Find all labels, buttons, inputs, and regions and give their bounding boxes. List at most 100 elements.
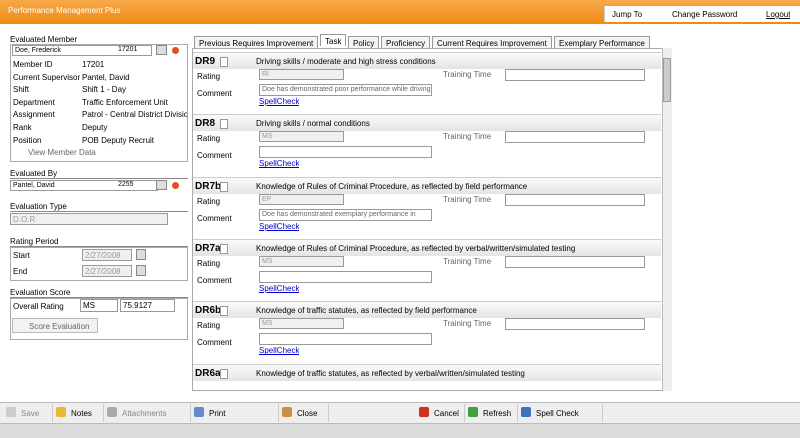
- end-label: End: [13, 267, 28, 276]
- rating-label: Rating: [197, 258, 221, 268]
- toolbar-button[interactable]: Print: [191, 404, 279, 422]
- item-code: DR6b: [195, 305, 222, 317]
- member-name: Doe, Frederick: [12, 45, 152, 56]
- training-time-input[interactable]: [505, 318, 645, 331]
- tab[interactable]: Current Requires Improvement: [432, 36, 552, 48]
- spellcheck-link[interactable]: SpellCheck: [259, 283, 300, 293]
- item-icon: [220, 368, 228, 379]
- overall-score[interactable]: 75.9127: [120, 299, 175, 312]
- comment-input[interactable]: Doe has demonstrated exemplary performan…: [259, 208, 432, 221]
- section-heading: Evaluated By: [10, 169, 188, 179]
- toolbar-icon: [194, 407, 204, 417]
- toolbar-icon: [468, 407, 478, 417]
- item-header: [193, 176, 661, 194]
- rating-select[interactable]: RI: [259, 69, 344, 80]
- field-value: Patrol - Central District Division: [82, 110, 187, 120]
- lookup-icon[interactable]: [156, 180, 167, 190]
- calendar-icon[interactable]: [136, 265, 146, 276]
- tab[interactable]: Task: [320, 34, 347, 46]
- training-time-label: Training Time: [443, 194, 492, 204]
- training-time-input[interactable]: [505, 193, 645, 206]
- training-time-input[interactable]: [505, 69, 645, 81]
- end-date[interactable]: 2/27/2008: [82, 265, 132, 277]
- item-icon: [220, 306, 228, 317]
- field-value: Shift 1 - Day: [82, 85, 127, 95]
- toolbar-icon: [521, 407, 531, 417]
- field-value: Traffic Enforcement Unit: [82, 97, 168, 107]
- toolbar-button[interactable]: Notes: [53, 404, 104, 422]
- nav-link[interactable]: Change Password: [672, 10, 738, 19]
- tab[interactable]: Proficiency: [381, 36, 431, 48]
- status-bar: [0, 424, 800, 438]
- toolbar-button[interactable]: Close: [279, 404, 329, 422]
- evaluator-name: Pantel, David: [10, 180, 158, 191]
- start-date[interactable]: 2/27/2008: [82, 249, 132, 261]
- training-time-label: Training Time: [443, 70, 492, 79]
- toolbar-icon: [282, 407, 292, 417]
- section-heading: Rating Period: [10, 237, 188, 247]
- item-code: DR7b: [195, 180, 222, 192]
- section-heading: Evaluation Type: [10, 202, 188, 212]
- overall-rating[interactable]: MS: [80, 299, 118, 312]
- toolbar-button[interactable]: Save: [3, 404, 53, 422]
- comment-input[interactable]: [259, 270, 432, 283]
- field-label: Shift: [13, 85, 30, 95]
- training-time-input[interactable]: [505, 131, 645, 144]
- toolbar-button[interactable]: Cancel: [416, 404, 465, 422]
- evaluator-id: 2255: [118, 181, 134, 188]
- scroll-thumb[interactable]: [663, 58, 671, 102]
- field-value: Pantel, David: [82, 72, 130, 82]
- item-header: [193, 301, 661, 319]
- toolbar-button[interactable]: Refresh: [465, 404, 518, 422]
- clear-icon[interactable]: [172, 182, 179, 189]
- item-icon: [220, 57, 228, 67]
- field-label: Position: [13, 135, 42, 145]
- comment-input[interactable]: [259, 333, 432, 346]
- evaluation-type-select[interactable]: D.O.R: [10, 213, 168, 225]
- comment-label: Comment: [197, 151, 232, 161]
- training-time-input[interactable]: [505, 255, 645, 268]
- comment-input[interactable]: Doe has demonstrated poor performance wh…: [259, 84, 432, 96]
- spellcheck-link[interactable]: SpellCheck: [259, 97, 300, 106]
- tab[interactable]: Previous Requires Improvement: [194, 36, 319, 48]
- scrollbar[interactable]: [662, 48, 672, 391]
- item-title: Knowledge of Rules of Criminal Procedure…: [256, 181, 528, 191]
- calendar-icon[interactable]: [136, 249, 146, 260]
- view-member-link[interactable]: View Member Data: [28, 148, 96, 157]
- spellcheck-link[interactable]: SpellCheck: [259, 221, 300, 231]
- spellcheck-link[interactable]: SpellCheck: [259, 159, 300, 169]
- item-header: [193, 114, 661, 132]
- item-header: [193, 238, 661, 256]
- score-button[interactable]: Score Evaluation: [12, 318, 98, 333]
- toolbar-button[interactable]: Attachments: [104, 404, 191, 422]
- rating-select[interactable]: MS: [259, 255, 344, 267]
- member-box: [10, 44, 188, 162]
- toolbar-icon: [107, 407, 117, 417]
- rating-select[interactable]: MS: [259, 318, 344, 330]
- item-title: Driving skills / moderate and high stres…: [256, 57, 436, 66]
- field-label: Assignment: [13, 110, 55, 120]
- tab[interactable]: Policy: [348, 36, 380, 48]
- lookup-icon[interactable]: [156, 45, 167, 55]
- rating-select[interactable]: MS: [259, 131, 344, 143]
- tab[interactable]: Exemplary Performance: [554, 36, 650, 48]
- clear-icon[interactable]: [172, 47, 179, 54]
- item-title: Knowledge of Rules of Criminal Procedure…: [256, 243, 576, 253]
- item-code: DR8: [195, 118, 216, 130]
- rating-select[interactable]: EP: [259, 193, 344, 205]
- item-icon: [220, 119, 228, 130]
- item-title: Driving skills / normal conditions: [256, 119, 370, 129]
- item-code: DR6a: [195, 367, 221, 379]
- training-time-label: Training Time: [443, 319, 492, 329]
- spellcheck-link[interactable]: SpellCheck: [259, 346, 300, 356]
- rating-label: Rating: [197, 72, 221, 81]
- nav-link[interactable]: Jump To: [612, 10, 643, 19]
- field-label: Member ID: [13, 60, 53, 69]
- comment-input[interactable]: [259, 146, 432, 159]
- member-id: 17201: [118, 46, 138, 53]
- item-title: Knowledge of traffic statutes, as reflec…: [256, 306, 477, 316]
- nav-link[interactable]: Logout: [766, 10, 791, 19]
- toolbar-button[interactable]: Spell Check: [518, 404, 603, 422]
- rating-label: Rating: [197, 196, 221, 206]
